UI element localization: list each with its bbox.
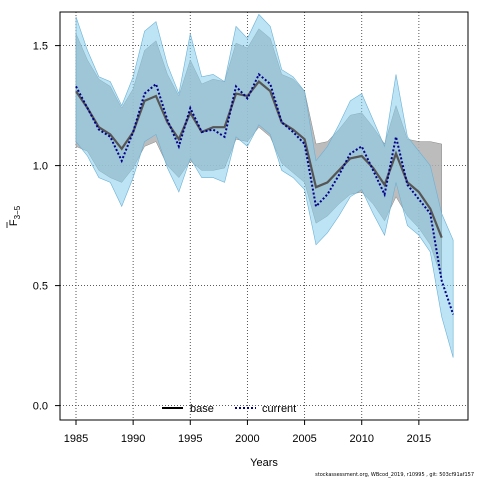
x-axis: 1985 1990 1995 2000 2005 2010 2015 <box>64 419 431 445</box>
y-axis-title: F3−5 <box>6 205 22 228</box>
series-lines <box>75 72 455 315</box>
y-tick-label: 0.0 <box>33 401 48 413</box>
x-tick-label: 1995 <box>178 433 202 445</box>
y-tick-label: 1.5 <box>33 41 48 53</box>
x-tick-label: 2005 <box>292 433 316 445</box>
legend: base current <box>162 403 296 415</box>
legend-label-current: current <box>262 403 296 415</box>
x-tick-label: 1985 <box>64 433 88 445</box>
x-axis-title: Years <box>250 457 278 469</box>
x-tick-label: 2000 <box>235 433 259 445</box>
x-tick-label: 1990 <box>121 433 145 445</box>
footnote: stockassessment.org, WBcod_2019, r10995 … <box>315 472 474 478</box>
x-tick-label: 2010 <box>349 433 373 445</box>
confidence-bands <box>75 13 454 358</box>
y-axis: 0.0 0.5 1.0 1.5 <box>33 41 61 413</box>
y-tick-label: 0.5 <box>33 281 48 293</box>
y-axis-title-main: F <box>8 219 20 226</box>
legend-label-base: base <box>190 403 214 415</box>
y-axis-title-sub: 3−5 <box>13 205 22 219</box>
x-tick-label: 2015 <box>407 433 431 445</box>
current-confidence-band <box>75 13 454 358</box>
base-line <box>75 80 443 239</box>
current-line <box>75 72 455 315</box>
y-tick-label: 1.0 <box>33 161 48 173</box>
svg-text:F3−5: F3−5 <box>8 205 22 226</box>
